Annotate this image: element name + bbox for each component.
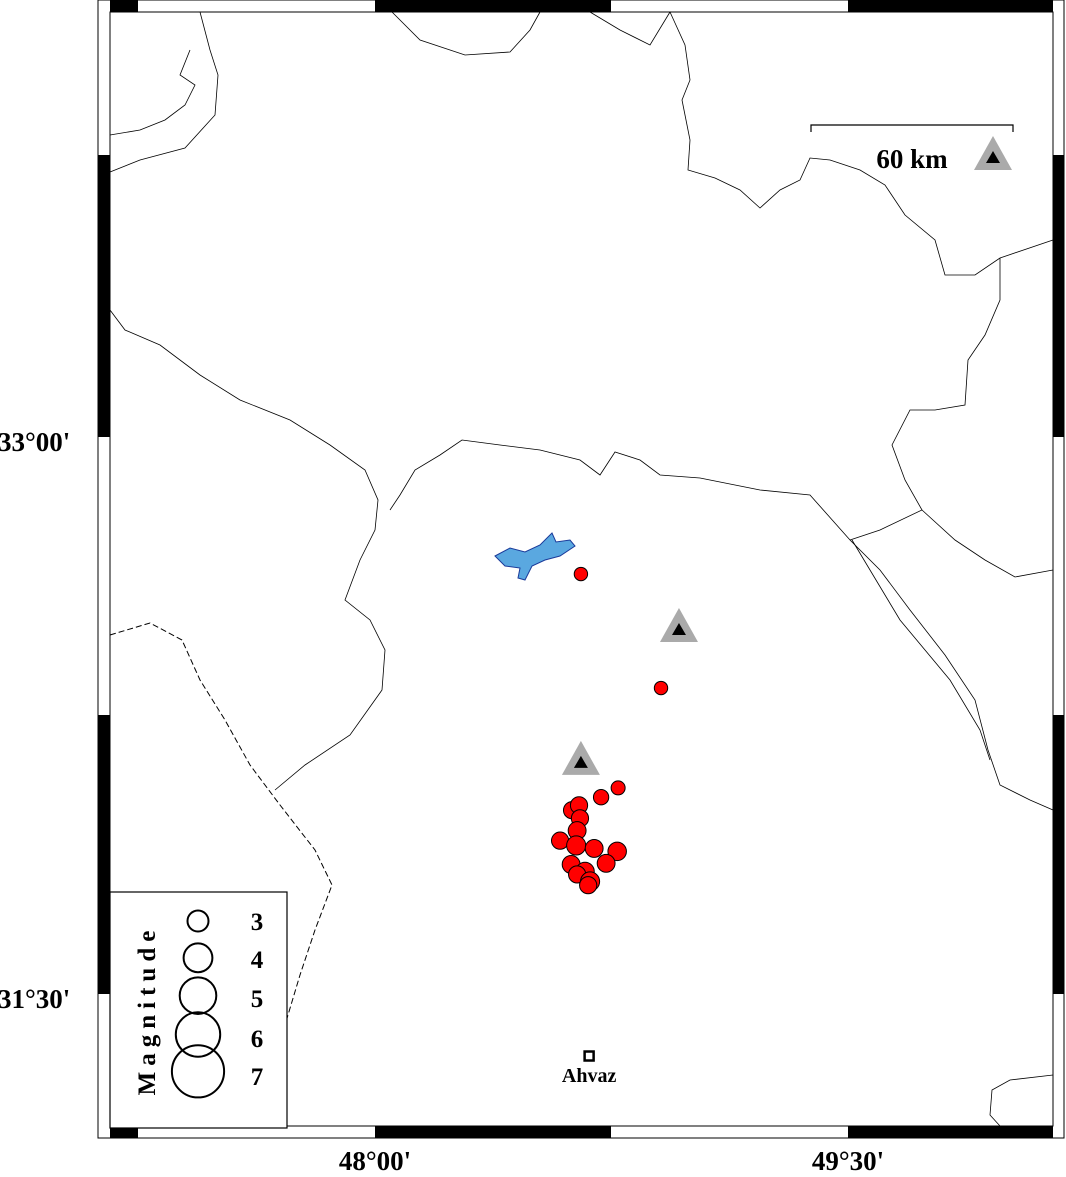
- y-tick-label: 31°30': [0, 984, 70, 1014]
- earthquake-marker: [550, 831, 570, 850]
- frame-band: [110, 1126, 138, 1138]
- station-icon: [561, 740, 600, 775]
- border-line: [109, 309, 386, 791]
- frame-band: [110, 0, 138, 12]
- legend-label: 3: [251, 909, 264, 936]
- legend-label: 5: [251, 986, 264, 1013]
- earthquake-marker: [579, 876, 598, 895]
- border-line: [391, 11, 541, 56]
- scale-bar-label: 60 km: [876, 144, 948, 174]
- earthquake-marker: [653, 680, 669, 696]
- legend-label: 7: [251, 1064, 264, 1091]
- border-line: [851, 539, 991, 761]
- border-line: [921, 509, 1054, 578]
- border-line: [849, 258, 1001, 541]
- legend-circle: [178, 976, 218, 1015]
- earthquake-marker: [592, 789, 610, 806]
- frame-band: [848, 1126, 1053, 1138]
- station-icon: [974, 136, 1012, 170]
- legend-label: 4: [251, 947, 264, 974]
- scale-bar: 60 km: [810, 124, 1014, 174]
- legend-circle: [186, 909, 210, 933]
- frame-band: [1053, 155, 1064, 437]
- earthquake-marker: [584, 839, 604, 858]
- legend-circle: [182, 942, 214, 974]
- y-tick-label: 33°00': [0, 427, 70, 457]
- legend-label: 6: [251, 1026, 264, 1053]
- border-line: [669, 11, 1054, 276]
- earthquake-marker: [607, 841, 627, 862]
- frame-band: [375, 1126, 611, 1138]
- earthquake-marker: [566, 835, 587, 856]
- border-line: [589, 11, 671, 46]
- frame-band: [375, 0, 611, 12]
- town-marker-icon: [583, 1050, 595, 1062]
- earthquake-marker: [596, 853, 616, 873]
- x-tick-label: 48°00': [339, 1146, 411, 1176]
- border-line: [109, 49, 196, 136]
- frame-band: [1053, 715, 1064, 994]
- towns: Ahvaz: [562, 1050, 617, 1087]
- lake: [494, 532, 576, 581]
- frame-band: [98, 155, 110, 437]
- station-icon: [659, 607, 698, 642]
- x-tick-label: 49°30': [812, 1146, 884, 1176]
- border-line: [109, 11, 219, 173]
- earthquake-events: [550, 566, 669, 895]
- frame-band: [848, 0, 1053, 12]
- earthquake-marker: [573, 566, 589, 582]
- international-border: [109, 622, 333, 1026]
- legend-circle: [174, 1011, 222, 1058]
- border-line: [389, 439, 1054, 811]
- axis-tick-labels: 48°00' 49°30' 33°00' 31°30': [0, 427, 884, 1176]
- town-label: Ahvaz: [562, 1065, 617, 1087]
- border-line: [989, 1074, 1054, 1127]
- seismic-stations: [561, 136, 1012, 775]
- province-borders: [109, 11, 1054, 1127]
- legend-title: Magnitude: [134, 925, 161, 1096]
- earthquake-marker: [610, 780, 626, 796]
- legend-circle: [170, 1044, 226, 1099]
- magnitude-legend: Magnitude 3 4 5 6 7: [109, 891, 288, 1129]
- frame-band: [98, 715, 110, 994]
